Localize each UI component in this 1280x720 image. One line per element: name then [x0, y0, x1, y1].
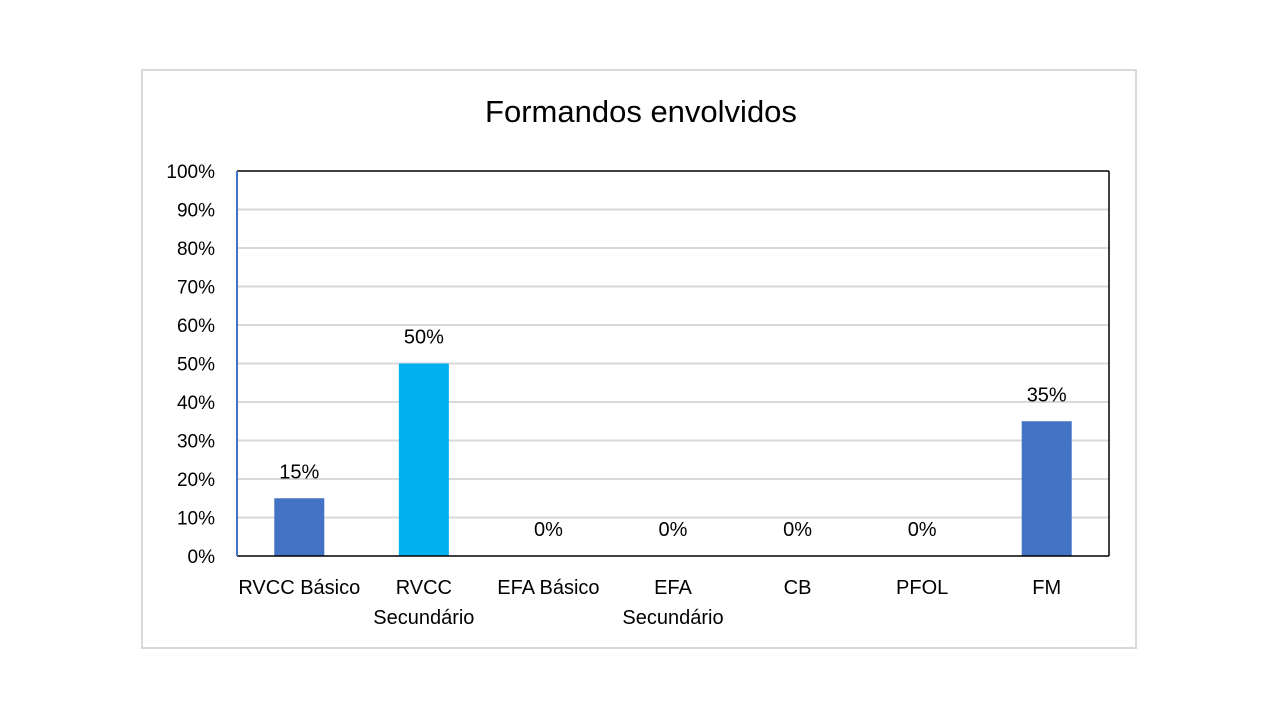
y-tick-label: 90%: [177, 201, 215, 222]
data-label: 35%: [1027, 384, 1067, 406]
y-tick-label: 30%: [177, 432, 215, 453]
chart-title: Formandos envolvidos: [485, 94, 797, 129]
y-tick-label: 10%: [177, 509, 215, 530]
bar: [1021, 421, 1072, 556]
x-category-label: EFA Básico: [497, 577, 599, 599]
y-tick-label: 70%: [177, 278, 215, 299]
y-tick-label: 50%: [177, 355, 215, 376]
y-tick-label: 20%: [177, 470, 215, 491]
y-tick-label: 40%: [177, 393, 215, 414]
data-label: 0%: [534, 519, 563, 541]
data-labels: 15% 50% 0% 0% 0% 0% 35%: [279, 327, 1067, 542]
x-category-label: CB: [784, 577, 812, 599]
gridlines: [237, 208, 1109, 519]
data-label: 50%: [404, 327, 444, 349]
bar: [398, 363, 449, 556]
y-tick-label: 60%: [177, 316, 215, 337]
x-category-label: RVCC Secundário: [373, 577, 474, 629]
y-tick-label: 100%: [166, 162, 215, 183]
y-tick-label: 0%: [188, 547, 216, 568]
data-label: 0%: [908, 519, 937, 541]
x-category-label: EFA Secundário: [622, 577, 723, 629]
data-label: 15%: [279, 461, 319, 483]
axes: [236, 170, 1110, 557]
x-category-label: RVCC Básico: [238, 577, 360, 599]
x-category-labels: RVCC Básico RVCC Secundário EFA Básico EFA Se…: [238, 577, 1061, 629]
data-label: 0%: [783, 519, 812, 541]
y-tick-labels: 0% 10% 20% 30% 40% 50% 60% 70% 80% 90% 100%: [166, 162, 215, 568]
bars: [274, 363, 1072, 556]
x-category-label: FM: [1032, 577, 1061, 599]
data-label: 0%: [659, 519, 688, 541]
bar: [274, 498, 325, 556]
x-category-label: PFOL: [896, 577, 948, 599]
y-tick-label: 80%: [177, 239, 215, 260]
